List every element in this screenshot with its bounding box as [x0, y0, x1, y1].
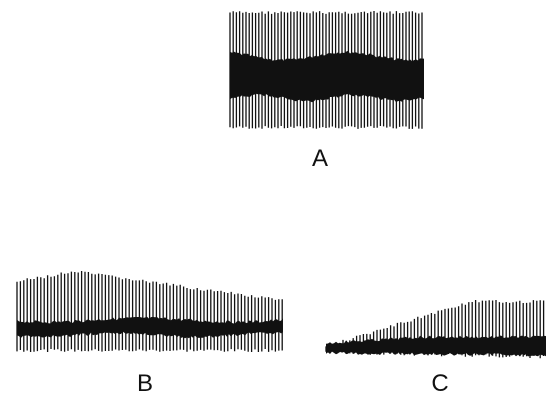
trace-band — [326, 336, 546, 357]
trace-strokes — [17, 271, 282, 352]
trace-band — [17, 317, 283, 338]
panel-label: C — [431, 370, 448, 397]
traces — [17, 11, 546, 358]
panel-label: B — [137, 370, 153, 397]
panel-label: A — [312, 145, 328, 172]
figure: A B C — [0, 0, 546, 397]
page: A B C (() => { const data = JSON.parse(d… — [0, 0, 546, 397]
